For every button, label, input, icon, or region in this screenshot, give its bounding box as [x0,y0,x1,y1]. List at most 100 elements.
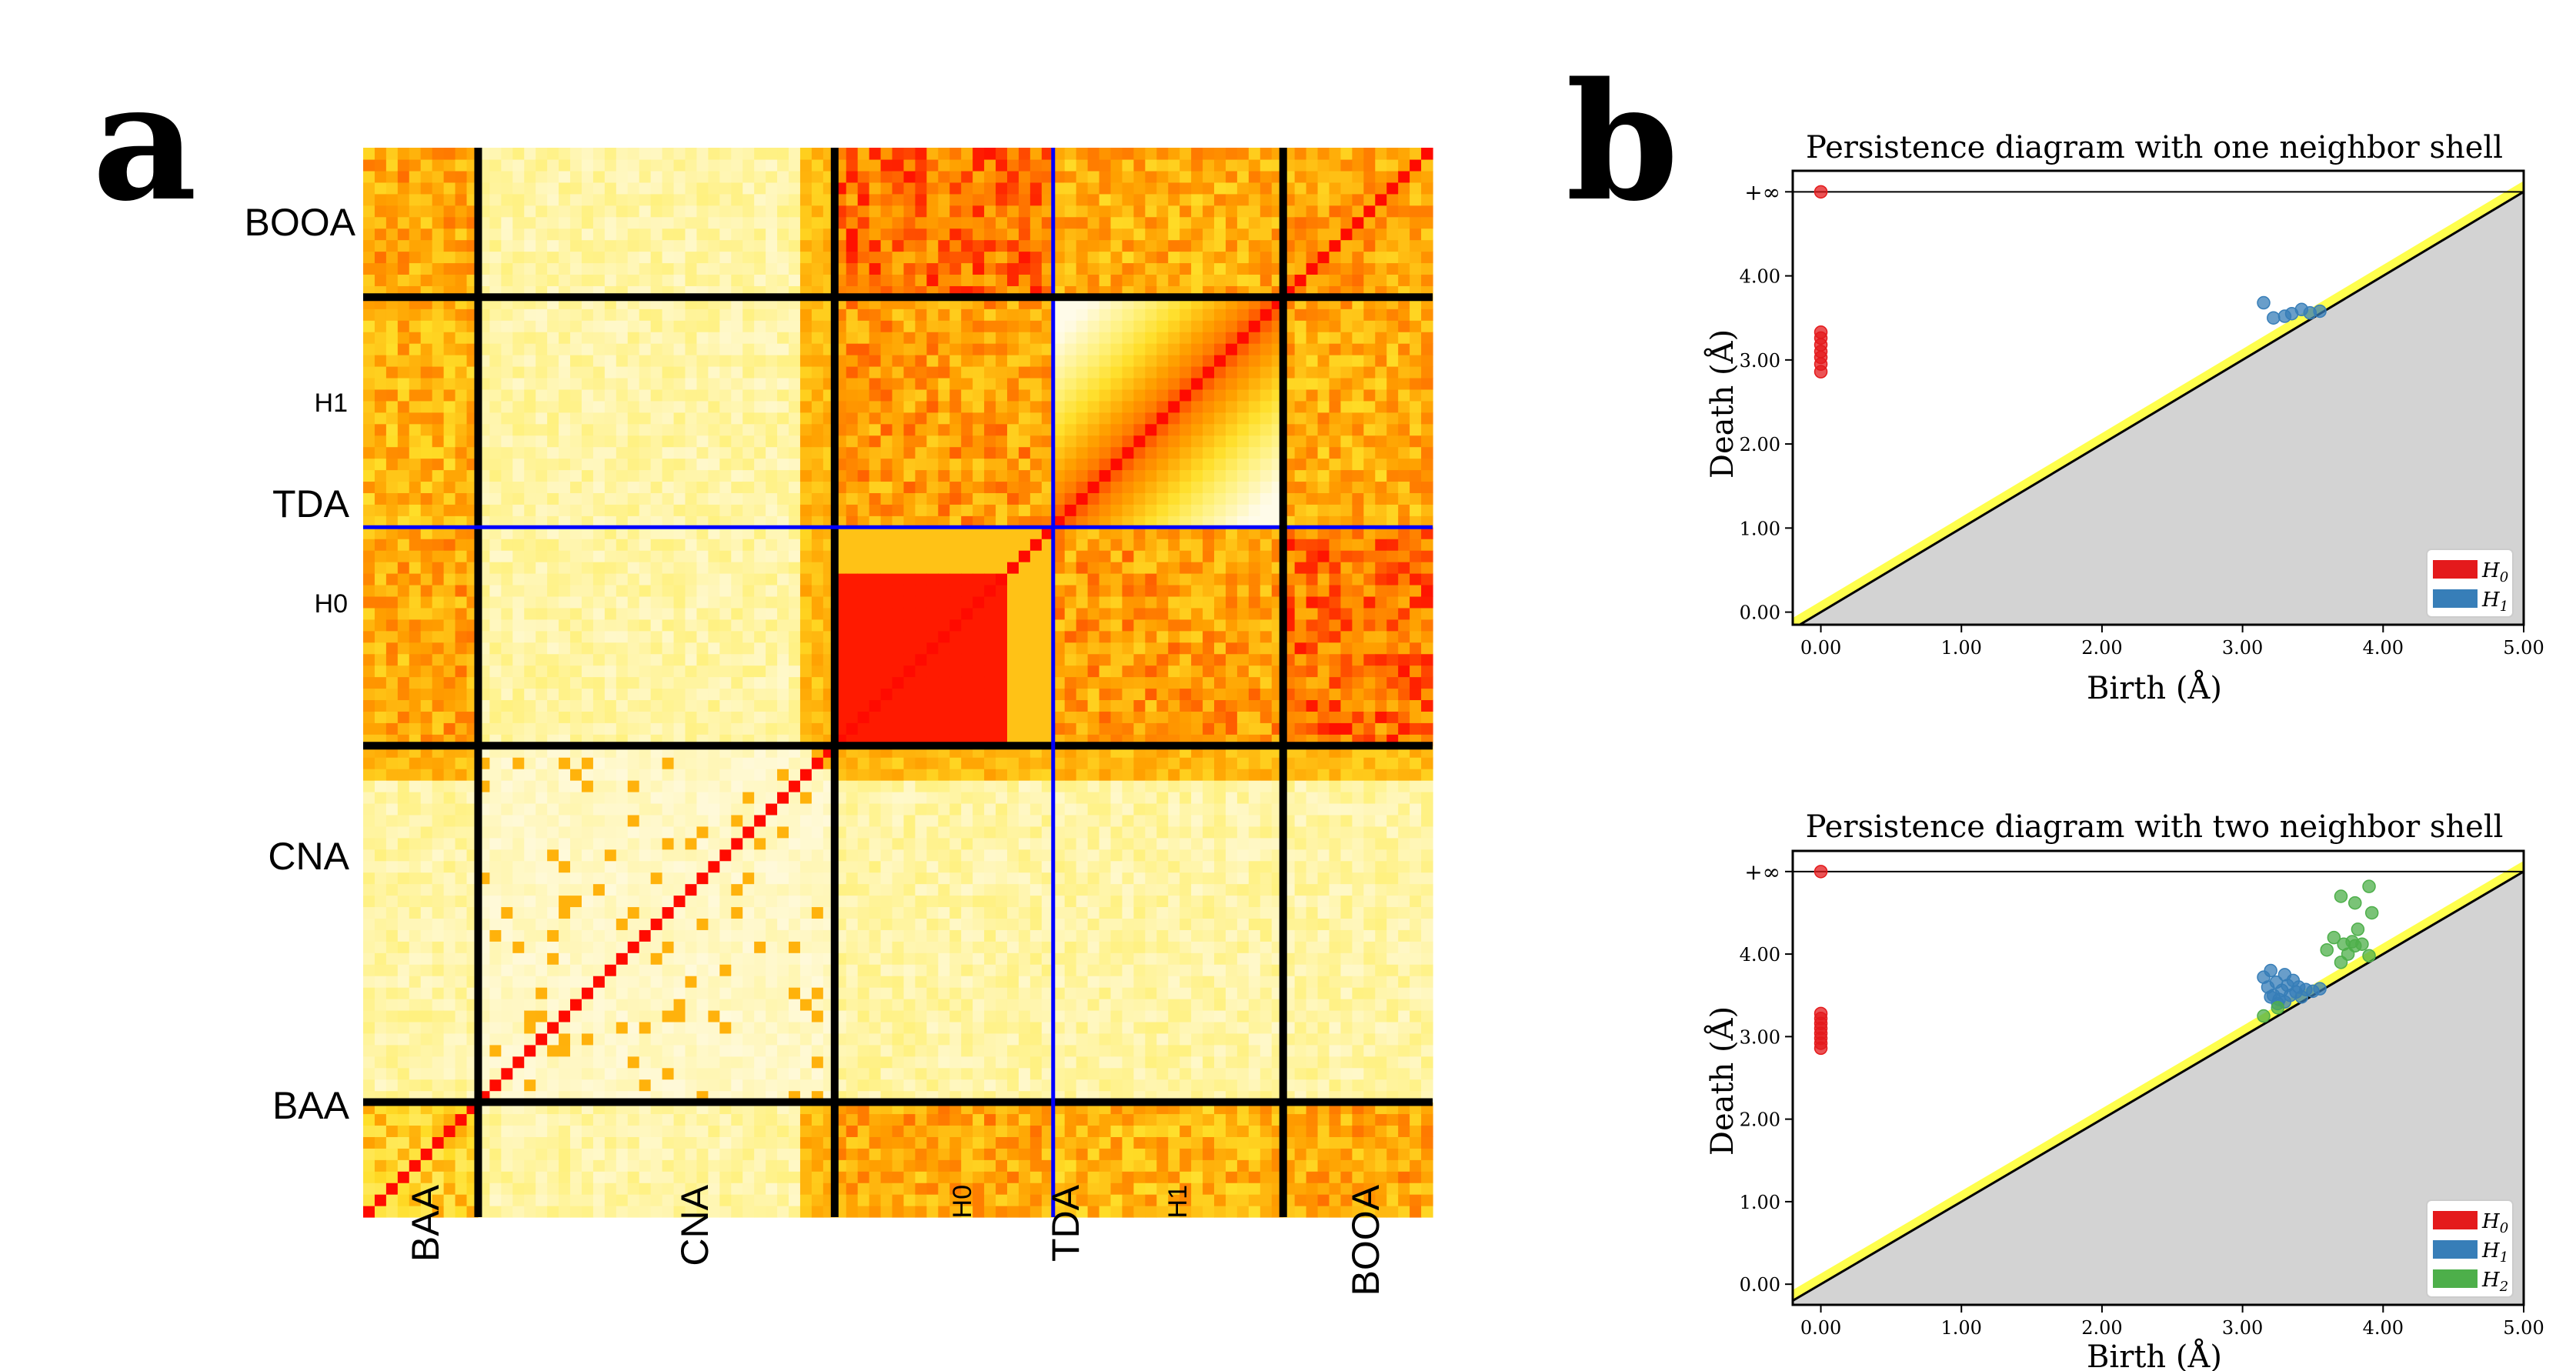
heatmap-cell [731,239,743,252]
heatmap-cell [616,722,629,735]
heatmap-cell [880,802,893,816]
heatmap-cell [604,1159,617,1172]
heatmap-cell [581,929,594,942]
heatmap-cell [731,1021,743,1034]
heatmap-cell [592,999,606,1011]
heatmap-cell [811,976,824,988]
heatmap-cell [731,1009,743,1022]
heatmap-cell [719,1079,732,1092]
heatmap-cell [892,262,905,275]
heatmap-cell [662,642,675,655]
heatmap-cell [811,515,824,528]
heatmap-cell [592,158,606,172]
heatmap-cell [374,1044,387,1057]
heatmap-cell [789,722,801,735]
heatmap-cell [374,274,387,286]
heatmap-cell [777,769,789,781]
heatmap-cell [409,676,422,689]
heatmap-cell [880,849,893,862]
heatmap-cell [443,769,456,781]
heatmap-cell [397,711,410,723]
heatmap-cell [650,895,663,908]
heatmap-cell [455,481,468,493]
heatmap-cell [961,791,973,804]
heatmap-cell [616,515,629,528]
heatmap-cell [857,251,870,264]
heatmap-cell [385,584,399,597]
heatmap-cell [731,469,743,482]
heatmap-cell [869,400,882,413]
heatmap-cell [926,802,939,816]
heatmap-cell [742,1159,755,1172]
heatmap-cell [938,1183,950,1195]
heatmap-cell [857,481,870,493]
heatmap-cell [673,607,686,620]
heatmap-cell [926,239,939,252]
heatmap-cell [536,446,548,459]
heatmap-cell [949,619,962,632]
heatmap-cell [685,458,698,471]
heatmap-cell [547,929,559,942]
heatmap-cell [650,158,663,172]
heatmap-cell [581,1206,594,1218]
heatmap-cell [455,1159,468,1172]
heatmap-cell [869,1183,882,1195]
heatmap-cell [662,1021,675,1034]
heatmap-cell [363,1136,375,1149]
heatmap-cell [524,446,536,459]
heatmap-cell [501,170,513,183]
heatmap-cell [766,802,778,816]
heatmap-cell [547,642,559,655]
heatmap-cell [915,1148,927,1160]
heatmap-cell [627,918,640,930]
heatmap-cell [892,860,905,873]
heatmap-cell [708,676,720,689]
heatmap-cell [512,872,525,885]
heatmap-cell [892,332,905,344]
heatmap-cell [604,182,617,195]
heatmap-cell [420,389,433,402]
heatmap-cell [926,1021,939,1034]
heatmap-cell [374,1067,387,1080]
heatmap-cell [915,872,927,885]
heatmap-cell [754,849,766,862]
heatmap-cell [961,941,973,953]
heatmap-cell [742,423,755,436]
heatmap-cell [892,423,905,436]
heatmap-cell [708,665,720,678]
heatmap-cell [799,228,813,241]
heatmap-cell [673,1183,686,1195]
heatmap-cell [973,458,985,471]
heatmap-cell [363,676,375,689]
heatmap-cell [708,653,720,666]
heatmap-cell [869,872,882,885]
heatmap-cell [938,170,950,183]
heatmap-cell [592,630,606,643]
heatmap-cell [673,653,686,666]
heatmap-cell [536,193,548,206]
heatmap-cell [869,412,882,425]
heatmap-cell [385,251,399,264]
heatmap-cell [857,906,870,919]
heatmap-cell [903,469,916,482]
heatmap-cell [604,642,617,655]
heatmap-cell [766,389,778,402]
heatmap-cell [581,607,594,620]
heatmap-cell [512,423,525,436]
heatmap-cell [915,595,927,609]
heatmap-cell [559,1044,571,1057]
heatmap-cell [846,1113,859,1126]
heatmap-cell [639,573,652,585]
heatmap-cell [570,711,582,723]
heatmap-cell [949,630,962,643]
heatmap-cell [455,1136,468,1149]
heatmap-cell [961,309,973,321]
heatmap-cell [604,941,617,953]
heatmap-cell [961,642,973,655]
heatmap-cell [742,216,755,229]
heatmap-cell [662,492,675,505]
heatmap-cell [455,1206,468,1218]
heatmap-cell [731,262,743,275]
heatmap-cell [536,320,548,332]
heatmap-cell [789,365,801,379]
